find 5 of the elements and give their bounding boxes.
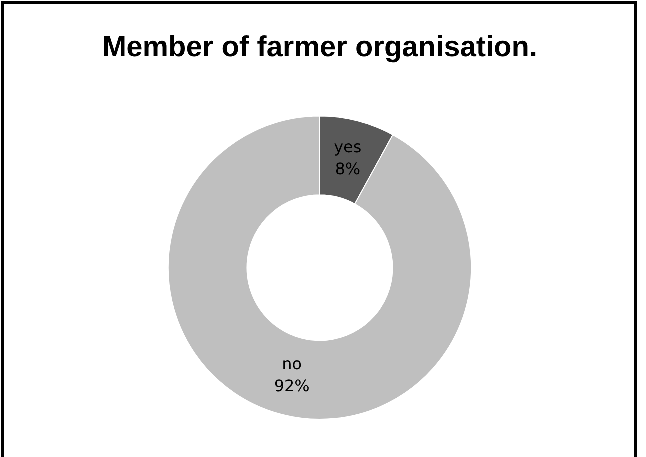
slice-label: no: [282, 354, 302, 374]
slice-label: yes: [334, 137, 362, 156]
chart-title: Member of farmer organisation.: [102, 31, 538, 64]
data-label: 92%: [274, 376, 310, 396]
data-label: 8%: [335, 159, 361, 178]
